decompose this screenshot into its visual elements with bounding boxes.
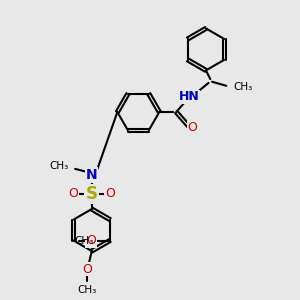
Text: N: N — [86, 168, 98, 182]
Text: CH₃: CH₃ — [78, 285, 97, 296]
Text: O: O — [188, 121, 197, 134]
Text: O: O — [82, 262, 92, 276]
Text: CH₃: CH₃ — [234, 82, 253, 92]
Text: CH₃: CH₃ — [75, 236, 94, 245]
Text: S: S — [86, 185, 98, 203]
Text: O: O — [86, 234, 96, 247]
Text: O: O — [69, 188, 79, 200]
Text: O: O — [105, 188, 115, 200]
Text: HN: HN — [179, 90, 200, 104]
Text: CH₃: CH₃ — [49, 161, 68, 171]
